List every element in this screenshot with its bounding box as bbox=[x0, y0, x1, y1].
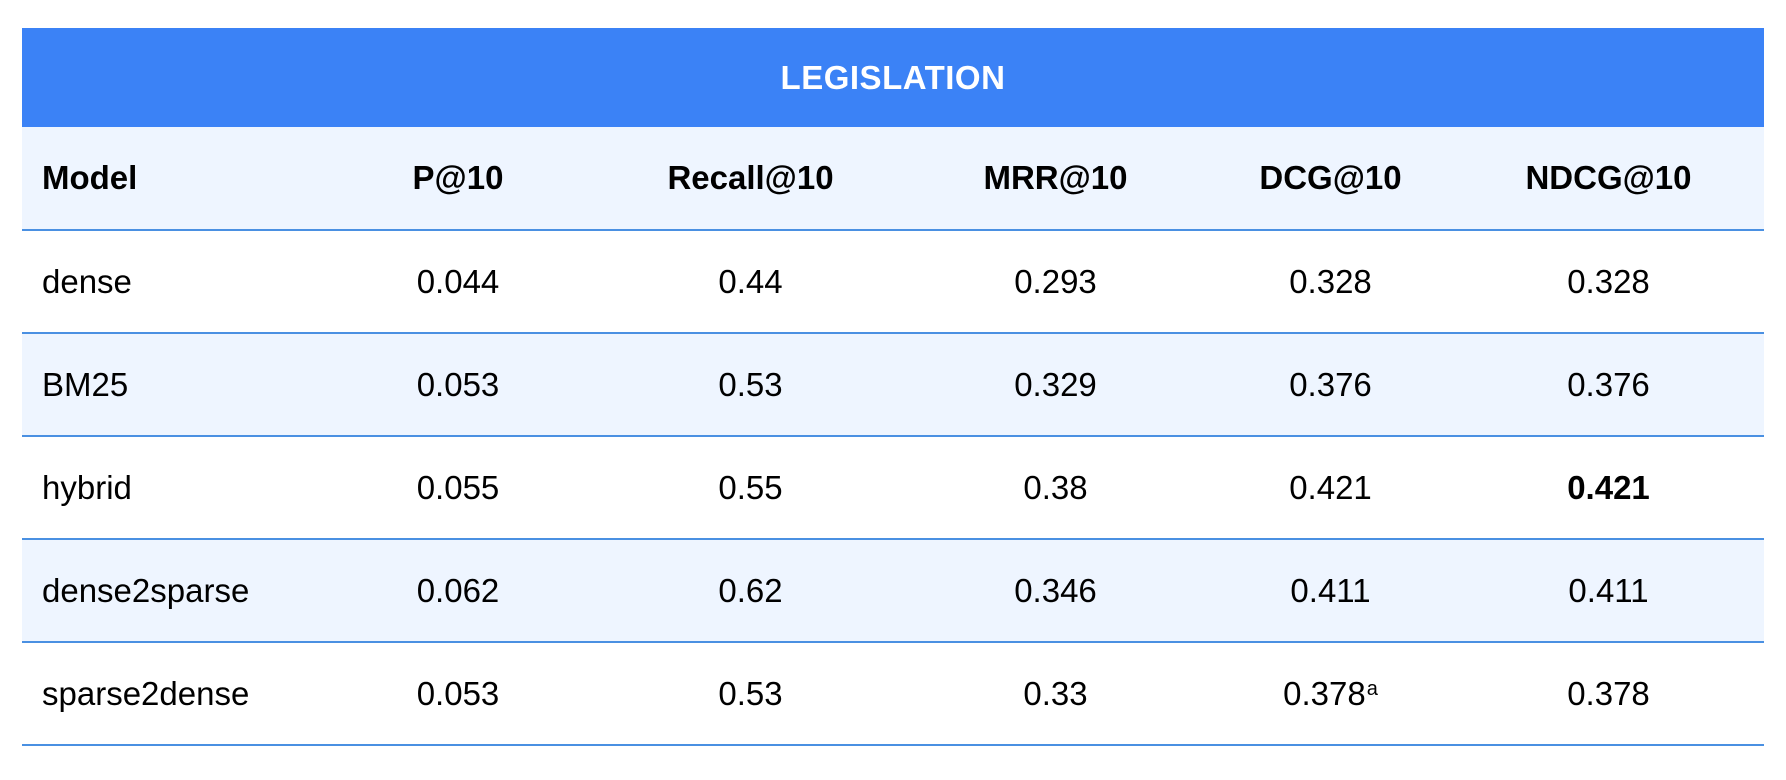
mrr10-cell: 0.293 bbox=[903, 230, 1208, 334]
dcg10-cell: 0.376 bbox=[1208, 333, 1453, 437]
p10-cell: 0.044 bbox=[318, 230, 598, 334]
table-row: dense2sparse 0.062 0.62 0.346 0.411 0.41… bbox=[22, 539, 1764, 643]
dcg10-cell: 0.421 bbox=[1208, 436, 1453, 540]
header-row: Model P@10 Recall@10 MRR@10 DCG@10 NDCG@… bbox=[22, 127, 1764, 231]
results-table: LEGISLATION Model P@10 Recall@10 MRR@10 … bbox=[22, 28, 1764, 746]
column-header-dcg10: DCG@10 bbox=[1208, 127, 1453, 231]
recall10-cell: 0.44 bbox=[598, 230, 903, 334]
dcg10-value: 0.378 bbox=[1283, 674, 1366, 712]
model-name-cell: hybrid bbox=[22, 436, 318, 540]
p10-cell: 0.053 bbox=[318, 333, 598, 437]
table-row: hybrid 0.055 0.55 0.38 0.421 0.421 bbox=[22, 436, 1764, 540]
table-title: LEGISLATION bbox=[22, 28, 1764, 127]
table-row: BM25 0.053 0.53 0.329 0.376 0.376 bbox=[22, 333, 1764, 437]
mrr10-cell: 0.329 bbox=[903, 333, 1208, 437]
recall10-cell: 0.53 bbox=[598, 333, 903, 437]
column-header-mrr10: MRR@10 bbox=[903, 127, 1208, 231]
ndcg10-best-cell: 0.421 bbox=[1453, 436, 1764, 540]
p10-cell: 0.062 bbox=[318, 539, 598, 643]
table-row: sparse2dense 0.053 0.53 0.33 0.378a 0.37… bbox=[22, 642, 1764, 746]
p10-cell: 0.055 bbox=[318, 436, 598, 540]
recall10-cell: 0.55 bbox=[598, 436, 903, 540]
column-header-recall10: Recall@10 bbox=[598, 127, 903, 231]
column-header-model: Model bbox=[22, 127, 318, 231]
mrr10-cell: 0.33 bbox=[903, 642, 1208, 746]
ndcg10-cell: 0.378 bbox=[1453, 642, 1764, 746]
mrr10-cell: 0.38 bbox=[903, 436, 1208, 540]
model-name-cell: sparse2dense bbox=[22, 642, 318, 746]
ndcg10-cell: 0.411 bbox=[1453, 539, 1764, 643]
recall10-cell: 0.62 bbox=[598, 539, 903, 643]
dcg10-cell: 0.378a bbox=[1208, 642, 1453, 746]
recall10-cell: 0.53 bbox=[598, 642, 903, 746]
dcg10-cell: 0.328 bbox=[1208, 230, 1453, 334]
table-row: dense 0.044 0.44 0.293 0.328 0.328 bbox=[22, 230, 1764, 334]
column-header-ndcg10: NDCG@10 bbox=[1453, 127, 1764, 231]
column-header-p10: P@10 bbox=[318, 127, 598, 231]
ndcg10-cell: 0.328 bbox=[1453, 230, 1764, 334]
footnote-mark: a bbox=[1366, 677, 1378, 700]
mrr10-cell: 0.346 bbox=[903, 539, 1208, 643]
ndcg10-cell: 0.376 bbox=[1453, 333, 1764, 437]
model-name-cell: dense bbox=[22, 230, 318, 334]
metrics-table: Model P@10 Recall@10 MRR@10 DCG@10 NDCG@… bbox=[22, 127, 1764, 746]
model-name-cell: BM25 bbox=[22, 333, 318, 437]
model-name-cell: dense2sparse bbox=[22, 539, 318, 643]
dcg10-cell: 0.411 bbox=[1208, 539, 1453, 643]
p10-cell: 0.053 bbox=[318, 642, 598, 746]
